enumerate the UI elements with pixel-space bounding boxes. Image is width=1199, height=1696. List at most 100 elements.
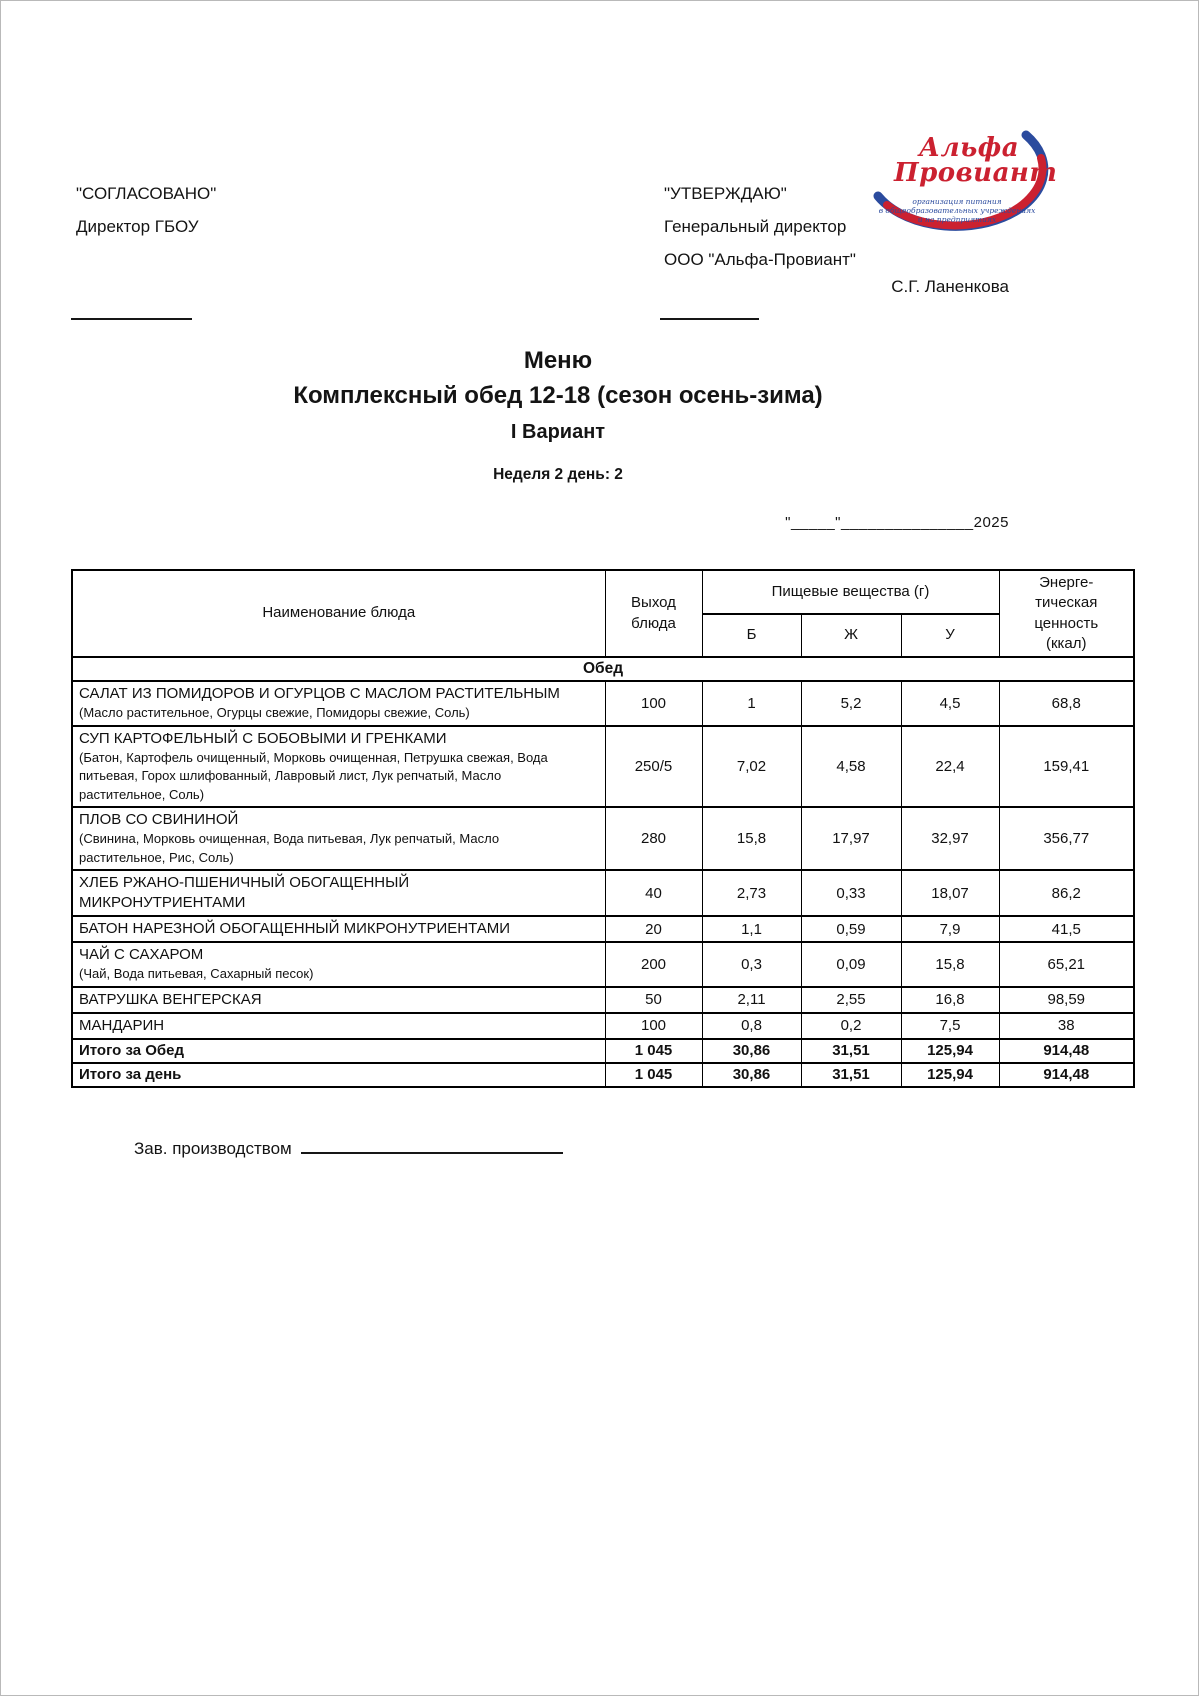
dish-output-value: 20	[604, 915, 703, 943]
dish-protein-value: 1,1	[701, 915, 802, 943]
approved-role: Генеральный директор	[664, 217, 847, 236]
total-label: Итого за день	[71, 1061, 606, 1088]
col-header-energy: Энерге- тическая ценность (ккал)	[998, 569, 1135, 658]
total-protein-value: 30,86	[701, 1037, 802, 1064]
dish-protein-value: 0,8	[701, 1011, 802, 1040]
doc-subtitle: Комплексный обед 12-18 (сезон осень-зима…	[293, 382, 823, 409]
total-row: Итого за Обед 1 045 30,86 31,51 125,94 9…	[71, 1037, 1135, 1064]
dish-row: ХЛЕБ РЖАНО-ПШЕНИЧНЫЙ ОБОГАЩЕННЫЙ МИКРОНУ…	[71, 869, 1135, 917]
dish-row: СУП КАРТОФЕЛЬНЫЙ С БОБОВЫМИ И ГРЕНКАМИ (…	[71, 724, 1135, 808]
col-header-fat: Ж	[800, 613, 902, 658]
dish-protein-value: 7,02	[701, 724, 802, 808]
dish-fat-value: 0,59	[800, 915, 902, 943]
dish-carbs-value: 4,5	[900, 680, 1000, 727]
dish-fat-value: 0,09	[800, 941, 902, 988]
total-label: Итого за Обед	[71, 1037, 606, 1064]
dish-name: МАНДАРИН	[79, 1016, 165, 1034]
dish-protein-value: 2,11	[701, 985, 802, 1014]
dish-fat-value: 17,97	[800, 806, 902, 871]
logo-tagline-line1: организация питания	[912, 197, 1002, 206]
production-manager-label: Зав. производством	[134, 1139, 292, 1158]
col-header-protein: Б	[701, 613, 802, 658]
approved-title: "УТВЕРЖДАЮ"	[664, 184, 787, 203]
dish-name: САЛАТ ИЗ ПОМИДОРОВ И ОГУРЦОВ С МАСЛОМ РА…	[79, 685, 560, 702]
total-fat-value: 31,51	[800, 1061, 902, 1088]
dish-carbs-value: 32,97	[900, 806, 1000, 871]
dish-name: ЧАЙ С САХАРОМ	[79, 946, 204, 963]
dish-output-value: 280	[604, 806, 703, 871]
dish-name: БАТОН НАРЕЗНОЙ ОБОГАЩЕННЫЙ МИКРОНУТРИЕНТ…	[79, 920, 511, 937]
menu-table: Наименование блюда Выход блюда Пищевые в…	[71, 568, 1136, 1088]
dish-fat-value: 2,55	[800, 985, 902, 1014]
agreed-role: Директор ГБОУ	[76, 217, 199, 236]
dish-row: БАТОН НАРЕЗНОЙ ОБОГАЩЕННЫЙ МИКРОНУТРИЕНТ…	[71, 915, 1135, 943]
menu-table-body: Обед САЛАТ ИЗ ПОМИДОРОВ И ОГУРЦОВ С МАСЛ…	[71, 656, 1135, 1088]
dish-name: СУП КАРТОФЕЛЬНЫЙ С БОБОВЫМИ И ГРЕНКАМИ	[79, 729, 447, 747]
logo-ellipse-icon	[873, 130, 1049, 231]
dish-carbs-value: 18,07	[900, 869, 1000, 917]
dish-row: САЛАТ ИЗ ПОМИДОРОВ И ОГУРЦОВ С МАСЛОМ РА…	[71, 680, 1135, 727]
total-carbs-value: 125,94	[900, 1061, 1000, 1088]
dish-row: ВАТРУШКА ВЕНГЕРСКАЯ 50 2,11 2,55 16,8 98…	[71, 985, 1135, 1014]
dish-output-value: 50	[604, 985, 703, 1014]
production-manager-signature-line	[300, 1139, 563, 1154]
dish-protein-value: 2,73	[701, 869, 802, 917]
dish-carbs-value: 7,9	[900, 915, 1000, 943]
section-header: Обед	[71, 656, 1135, 682]
dish-name: ВАТРУШКА ВЕНГЕРСКАЯ	[79, 990, 262, 1008]
menu-table-header: Наименование блюда Выход блюда Пищевые в…	[71, 568, 1135, 658]
dish-energy-value: 68,8	[998, 680, 1135, 727]
dish-energy-value: 38	[998, 1011, 1135, 1040]
dish-energy-value: 98,59	[998, 985, 1135, 1014]
logo-tagline-line2: в общеобразовательных учреждениях	[878, 206, 1036, 215]
agreed-title: "СОГЛАСОВАНО"	[76, 184, 217, 203]
signature-line-right	[660, 318, 759, 320]
approved-company: ООО "Альфа-Провиант"	[664, 250, 856, 269]
dish-carbs-value: 16,8	[900, 985, 1000, 1014]
logo-title-line2: Провиант	[894, 158, 1058, 188]
total-energy-value: 914,48	[998, 1061, 1135, 1088]
dish-fat-value: 0,2	[800, 1011, 902, 1040]
dish-fat-value: 0,33	[800, 869, 902, 917]
dish-name: ХЛЕБ РЖАНО-ПШЕНИЧНЫЙ ОБОГАЩЕННЫЙ МИКРОНУ…	[79, 874, 410, 911]
logo-title-line1: Альфа	[918, 133, 1020, 163]
total-output-value: 1 045	[604, 1037, 703, 1064]
dish-fat-value: 5,2	[800, 680, 902, 727]
dish-output-value: 40	[604, 869, 703, 917]
doc-week-day: Неделя 2 день: 2	[493, 466, 623, 483]
dish-energy-value: 356,77	[998, 806, 1135, 871]
company-logo: Альфа Провиант организация питания в общ…	[858, 105, 1057, 235]
dish-output-value: 200	[604, 941, 703, 988]
dish-ingredients: (Чай, Вода питьевая, Сахарный песок)	[79, 966, 314, 981]
logo-tagline: организация питания в общеобразовательны…	[872, 197, 1042, 224]
total-row: Итого за день 1 045 30,86 31,51 125,94 9…	[71, 1061, 1135, 1088]
dish-ingredients: (Свинина, Морковь очищенная, Вода питьев…	[79, 831, 500, 865]
signature-name: С.Г. Ланенкова	[891, 277, 1009, 296]
dish-carbs-value: 7,5	[900, 1011, 1000, 1040]
col-header-carbs: У	[900, 613, 1000, 658]
dish-energy-value: 86,2	[998, 869, 1135, 917]
dish-name: ПЛОВ СО СВИНИНОЙ	[79, 811, 239, 828]
total-protein-value: 30,86	[701, 1061, 802, 1088]
dish-output-value: 100	[604, 1011, 703, 1040]
total-carbs-value: 125,94	[900, 1037, 1000, 1064]
dish-carbs-value: 22,4	[900, 724, 1000, 808]
date-fill-in-line: "_____"_______________2025	[785, 514, 1009, 531]
dish-row: ЧАЙ С САХАРОМ (Чай, Вода питьевая, Сахар…	[71, 941, 1135, 988]
dish-protein-value: 1	[701, 680, 802, 727]
dish-ingredients: (Батон, Картофель очищенный, Морковь очи…	[79, 749, 548, 802]
col-header-nutrients: Пищевые вещества (г)	[701, 568, 1000, 616]
logo-title: Альфа Провиант	[894, 133, 1057, 186]
dish-protein-value: 0,3	[701, 941, 802, 988]
dish-ingredients: (Масло растительное, Огурцы свежие, Поми…	[79, 705, 470, 720]
agreed-block: "СОГЛАСОВАНО" Директор ГБОУ	[76, 184, 216, 250]
approved-block: "УТВЕРЖДАЮ" Генеральный директор ООО "Ал…	[664, 184, 856, 283]
dish-protein-value: 15,8	[701, 806, 802, 871]
dish-output-value: 100	[604, 680, 703, 727]
dish-output-value: 250/5	[604, 724, 703, 808]
dish-fat-value: 4,58	[800, 724, 902, 808]
signature-line-left	[71, 318, 192, 320]
total-fat-value: 31,51	[800, 1037, 902, 1064]
logo-tagline-line3: и на предприятиях	[917, 215, 997, 224]
